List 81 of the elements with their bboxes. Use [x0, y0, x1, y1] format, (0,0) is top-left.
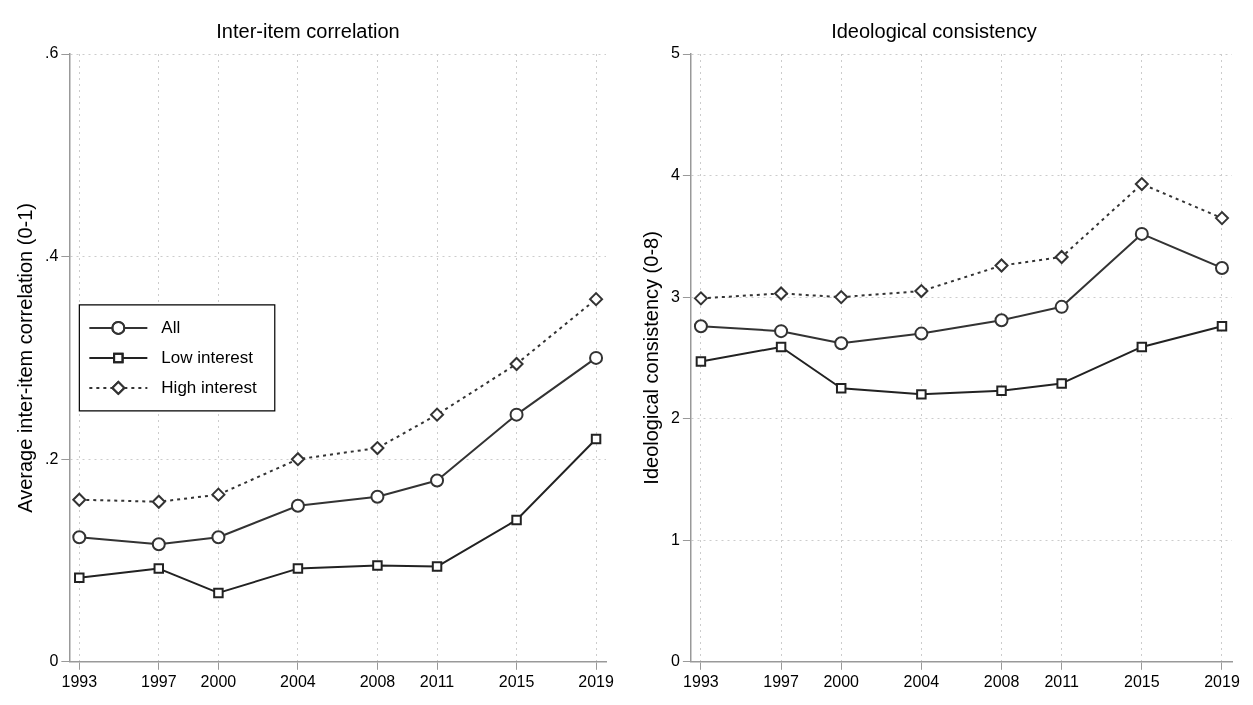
- point: [590, 433, 602, 445]
- point: [996, 385, 1007, 396]
- point: [916, 389, 927, 400]
- x-tick-label: 2019: [1204, 672, 1240, 690]
- point: [151, 537, 166, 552]
- point: [430, 473, 445, 488]
- point: [430, 407, 445, 422]
- legend-label: Low interest: [161, 347, 254, 367]
- point: [1214, 211, 1229, 226]
- point: [914, 284, 929, 299]
- y-tick-label: 0: [49, 652, 59, 670]
- point: [1054, 299, 1069, 314]
- point: [1134, 177, 1149, 192]
- point: [994, 313, 1009, 328]
- y-axis-title: Ideological consistency (0-8): [639, 231, 662, 485]
- x-tick-label: 1997: [763, 672, 799, 690]
- x-tick-label: 2008: [359, 672, 396, 690]
- legend-label: All: [161, 317, 181, 337]
- point: [693, 319, 708, 334]
- x-tick-label: 2019: [578, 672, 614, 690]
- point: [695, 356, 707, 367]
- point: [509, 356, 524, 371]
- x-tick-label: 2011: [1044, 672, 1079, 690]
- x-tick-label: 1993: [61, 672, 98, 690]
- x-tick-label: 2011: [419, 672, 455, 690]
- point: [372, 560, 383, 571]
- point: [290, 452, 305, 467]
- point: [994, 258, 1009, 273]
- point: [1054, 250, 1069, 265]
- x-tick-label: 2000: [200, 672, 237, 690]
- point: [775, 341, 787, 353]
- chart-title: Inter-item correlation: [216, 19, 400, 42]
- point: [511, 514, 522, 526]
- point: [211, 530, 226, 545]
- x-tick-label: 1993: [683, 672, 719, 690]
- y-axis-title: Average inter-item correlation (0-1): [13, 203, 36, 513]
- point: [834, 336, 849, 351]
- point: [1056, 378, 1067, 389]
- legend-label: High interest: [161, 377, 258, 397]
- x-tick-label: 2015: [1124, 672, 1160, 690]
- point: [151, 494, 166, 509]
- point: [589, 292, 604, 307]
- point: [72, 492, 87, 507]
- point: [1136, 341, 1148, 353]
- x-tick-label: 2000: [823, 672, 860, 690]
- point: [211, 487, 226, 502]
- y-tick-label: .2: [45, 449, 59, 467]
- x-tick-label: 2004: [280, 672, 316, 690]
- chart-title: Ideological consistency: [831, 19, 1037, 42]
- point: [290, 498, 305, 513]
- point: [693, 291, 708, 306]
- y-tick-label: 0: [670, 652, 680, 670]
- point: [835, 383, 847, 394]
- point: [774, 324, 789, 339]
- point: [431, 561, 443, 572]
- point: [509, 407, 524, 422]
- x-tick-label: 2015: [498, 672, 535, 690]
- y-tick-label: 1: [670, 530, 680, 548]
- y-tick-label: .6: [45, 44, 59, 62]
- point: [72, 530, 87, 545]
- point: [153, 563, 165, 574]
- y-tick-label: 3: [670, 287, 680, 305]
- y-tick-label: .4: [45, 247, 59, 265]
- point: [370, 489, 385, 504]
- x-tick-label: 2008: [983, 672, 1020, 690]
- point: [292, 563, 304, 574]
- point: [914, 326, 929, 341]
- point: [774, 286, 789, 301]
- point: [834, 290, 849, 305]
- point: [1134, 226, 1149, 241]
- point: [1216, 321, 1228, 332]
- point: [1214, 260, 1229, 275]
- x-tick-label: 2004: [903, 672, 940, 690]
- point: [213, 587, 224, 599]
- y-tick-label: 2: [670, 409, 680, 427]
- point: [370, 441, 385, 456]
- point: [74, 572, 85, 583]
- x-tick-label: 1997: [140, 672, 177, 690]
- point: [589, 350, 604, 365]
- y-tick-label: 4: [670, 165, 680, 183]
- y-tick-label: 5: [670, 44, 680, 62]
